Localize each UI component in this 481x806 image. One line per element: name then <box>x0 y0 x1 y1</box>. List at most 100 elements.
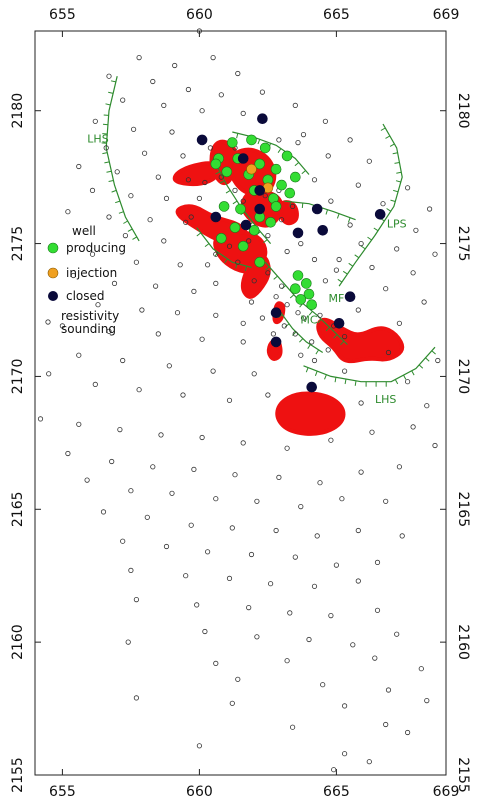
y-tick-label-left: 2170 <box>10 359 26 395</box>
point-resistivity-sounding <box>262 193 268 199</box>
point-resistivity-sounding <box>144 514 150 520</box>
point-closed <box>270 336 282 348</box>
point-resistivity-sounding <box>295 310 301 316</box>
point-resistivity-sounding <box>218 92 224 98</box>
fault-mc-2-tick <box>315 349 320 355</box>
point-resistivity-sounding <box>240 339 246 345</box>
x-tick-label-top: 665 <box>323 7 350 23</box>
point-resistivity-sounding <box>136 387 142 393</box>
fault-west-arc-tick <box>224 258 228 264</box>
point-resistivity-sounding <box>133 259 139 265</box>
point-resistivity-sounding <box>213 496 219 502</box>
point-resistivity-sounding <box>410 270 416 276</box>
point-closed <box>237 153 249 164</box>
fault-lps <box>338 123 403 287</box>
point-resistivity-sounding <box>311 256 318 263</box>
point-resistivity-sounding <box>92 381 98 387</box>
point-resistivity-sounding <box>347 137 353 143</box>
fault-lhs-west-tick <box>110 80 116 83</box>
point-closed <box>333 317 345 329</box>
point-resistivity-sounding <box>339 496 345 502</box>
point-resistivity-sounding <box>180 392 186 398</box>
point-resistivity-sounding <box>328 198 334 204</box>
point-resistivity-sounding <box>210 368 216 374</box>
fault-lhs-south-tick <box>394 379 399 385</box>
fault-mc-2 <box>278 309 324 354</box>
point-resistivity-sounding <box>267 581 274 587</box>
fault-arc-north-tick <box>294 162 300 167</box>
fault-lhs-south-tick <box>425 357 430 362</box>
point-resistivity-sounding <box>196 743 202 749</box>
point-resistivity-sounding <box>205 549 211 555</box>
point-producing <box>235 203 246 215</box>
point-closed <box>374 209 386 220</box>
fault-mc-tick <box>340 340 345 346</box>
point-resistivity-sounding <box>235 259 241 265</box>
point-producing <box>218 201 230 212</box>
point-resistivity-sounding <box>341 368 348 374</box>
point-resistivity-sounding <box>202 628 208 635</box>
fault-label-mf: MF <box>328 292 344 305</box>
point-resistivity-sounding <box>265 270 271 276</box>
point-resistivity-sounding <box>399 533 405 539</box>
point-closed <box>317 225 329 236</box>
point-producing <box>289 283 301 295</box>
point-resistivity-sounding <box>284 302 290 308</box>
point-closed <box>257 113 268 124</box>
point-resistivity-sounding <box>265 392 271 398</box>
fault-lps-tick <box>348 262 354 267</box>
fault-lhs-west-tick <box>111 189 117 193</box>
point-resistivity-sounding <box>248 299 255 305</box>
legend-marker-producing <box>47 242 59 254</box>
point-resistivity-sounding <box>147 217 153 223</box>
y-tick-label-right: 2180 <box>455 93 471 129</box>
point-resistivity-sounding <box>259 315 265 321</box>
point-resistivity-sounding <box>117 426 123 433</box>
point-resistivity-sounding <box>218 174 224 180</box>
point-resistivity-sounding <box>424 697 430 704</box>
point-resistivity-sounding <box>84 477 90 483</box>
fault-mc-2-tick <box>307 344 311 349</box>
point-resistivity-sounding <box>298 241 304 247</box>
point-resistivity-sounding <box>199 336 205 342</box>
point-resistivity-sounding <box>418 666 424 672</box>
point-resistivity-sounding <box>278 217 285 223</box>
point-resistivity-sounding <box>240 110 246 117</box>
point-resistivity-sounding <box>259 89 265 95</box>
y-tick-label-left: 2165 <box>10 491 26 527</box>
fault-lhs-south-tick <box>418 364 424 369</box>
y-tick-label-right: 2155 <box>455 757 471 793</box>
point-resistivity-sounding <box>246 238 252 244</box>
y-tick-label-right: 2160 <box>455 624 471 660</box>
point-producing <box>270 201 282 212</box>
point-closed <box>196 134 208 146</box>
point-resistivity-sounding <box>240 320 246 326</box>
point-resistivity-sounding <box>432 442 438 449</box>
point-resistivity-sounding <box>240 440 246 446</box>
fault-lhs-south-tick <box>411 370 415 376</box>
point-resistivity-sounding <box>166 363 172 369</box>
x-tick-label-top: 660 <box>186 7 213 23</box>
point-resistivity-sounding <box>333 562 339 568</box>
point-resistivity-sounding <box>435 357 441 364</box>
point-producing <box>248 225 260 236</box>
point-resistivity-sounding <box>372 655 378 661</box>
point-resistivity-sounding <box>109 458 115 465</box>
point-closed <box>344 291 356 303</box>
point-resistivity-sounding <box>131 126 137 132</box>
point-resistivity-sounding <box>76 352 82 358</box>
fault-lhs-west-tick <box>118 211 124 214</box>
point-resistivity-sounding <box>328 612 334 619</box>
point-closed <box>240 219 252 231</box>
fault-label-lps: LPS <box>387 218 407 231</box>
fault-lhs-west-tick <box>132 236 138 240</box>
fault-mf-tick <box>325 209 328 215</box>
point-resistivity-sounding <box>169 490 175 496</box>
legend-title: well <box>72 224 96 238</box>
point-resistivity-sounding <box>278 283 285 289</box>
point-resistivity-sounding <box>125 639 131 645</box>
point-producing <box>281 150 293 162</box>
point-closed <box>311 203 323 215</box>
point-resistivity-sounding <box>213 251 219 257</box>
x-tick-label-top: 669 <box>433 7 460 23</box>
